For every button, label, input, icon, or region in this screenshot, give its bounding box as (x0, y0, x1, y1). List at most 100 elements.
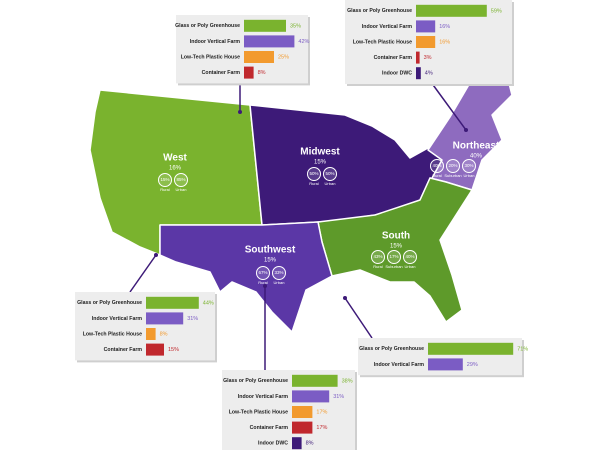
segment-circle (430, 159, 444, 173)
bar-label: Low-Tech Plastic House (181, 54, 240, 60)
connector-dot (154, 253, 158, 257)
bar-label: Glass or Poly Greenhouse (77, 300, 142, 306)
segment-circle (174, 173, 188, 187)
segment-label: Urban (464, 173, 475, 178)
region-name: West (163, 153, 187, 164)
bar-value-label: 42% (298, 39, 309, 45)
segment-circle (307, 167, 321, 181)
bar-value-label: 17% (316, 425, 327, 431)
bar-value-label: 8% (306, 441, 314, 447)
bar-value-label: 31% (333, 394, 344, 400)
bar-value-label: 71% (517, 346, 528, 352)
region-name: South (382, 231, 410, 242)
bar (244, 51, 274, 63)
region-southwest (159, 221, 333, 333)
segment-value: 85% (176, 177, 185, 182)
bar-value-label: 25% (278, 54, 289, 60)
segment-circle (256, 266, 270, 280)
bar (146, 343, 164, 356)
segment-circle (387, 250, 401, 264)
bar-label: Container Farm (104, 347, 143, 353)
bar-label: Glass or Poly Greenhouse (175, 23, 240, 29)
segment-label: Rural (258, 280, 268, 285)
bar-label: Indoor DWC (258, 441, 288, 447)
bar (146, 328, 156, 340)
segment-value: 30% (464, 163, 473, 168)
bar-value-label: 16% (439, 24, 450, 30)
connector-line (344, 297, 373, 339)
region-share: 40% (470, 154, 483, 160)
segment-circle (158, 173, 172, 187)
segment-value: 20% (448, 163, 457, 168)
bar-value-label: 8% (160, 331, 168, 337)
bar-label: Indoor Vertical Farm (238, 394, 289, 400)
segment-value: 50% (309, 171, 318, 176)
bar-label: Container Farm (374, 55, 413, 61)
bar-label: Indoor DWC (382, 71, 412, 77)
bar (292, 374, 338, 387)
bar (292, 437, 302, 450)
connector-dot (343, 296, 347, 300)
region-share: 15% (264, 258, 277, 264)
bar-value-label: 4% (425, 71, 433, 77)
bar (428, 358, 463, 371)
bar (244, 35, 295, 48)
segment-label: Urban (274, 280, 285, 285)
bar (416, 20, 436, 33)
bar-value-label: 59% (491, 8, 502, 14)
bar-value-label: 8% (258, 70, 266, 76)
bar (244, 19, 286, 32)
bar (416, 51, 420, 64)
bar-label: Low-Tech Plastic House (353, 39, 412, 45)
bar-label: Indoor Vertical Farm (92, 316, 143, 322)
segment-label: Suburban (385, 264, 402, 269)
bar-value-label: 35% (290, 23, 301, 29)
bar-label: Container Farm (250, 425, 289, 431)
segment-circle (462, 159, 476, 173)
segment-circle (403, 250, 417, 264)
region-share: 15% (390, 244, 403, 250)
segment-label: Urban (176, 187, 187, 192)
bar-label: Glass or Poly Greenhouse (359, 346, 424, 352)
region-name: Northeast (453, 141, 500, 152)
bar (292, 406, 313, 418)
segment-label: Suburban (444, 173, 461, 178)
bar (416, 36, 436, 48)
connector-line (427, 77, 467, 131)
bar (428, 342, 514, 355)
connector-dot (263, 284, 267, 288)
bar (244, 66, 254, 79)
bar-value-label: 38% (342, 378, 353, 384)
bar (146, 296, 199, 309)
bar-label: Low-Tech Plastic House (83, 331, 142, 337)
bar-value-label: 17% (316, 409, 327, 415)
bar-value-label: 15% (168, 347, 179, 353)
segment-value: 50% (325, 171, 334, 176)
connector-dot (464, 128, 468, 132)
bar-value-label: 29% (467, 362, 478, 368)
bar-label: Low-Tech Plastic House (229, 409, 288, 415)
segment-label: Rural (373, 264, 383, 269)
bar (292, 390, 330, 403)
bar-label: Glass or Poly Greenhouse (347, 8, 412, 14)
segment-value: 40% (432, 163, 441, 168)
bar-label: Indoor Vertical Farm (362, 24, 413, 30)
segment-value: 43% (373, 254, 382, 259)
region-south (317, 177, 473, 323)
segment-label: Rural (160, 187, 170, 192)
region-name: Midwest (300, 147, 340, 158)
bar-value-label: 44% (203, 300, 214, 306)
region-name: Southwest (245, 245, 296, 256)
bar (292, 421, 313, 434)
segment-value: 33% (274, 270, 283, 275)
segment-label: Rural (432, 173, 442, 178)
bar (416, 67, 421, 80)
connector-line (129, 254, 157, 293)
connector-dot (238, 110, 242, 114)
bar-value-label: 3% (424, 55, 432, 61)
bar-value-label: 16% (439, 39, 450, 45)
bar-value-label: 31% (187, 316, 198, 322)
segment-circle (371, 250, 385, 264)
bar (146, 312, 184, 325)
